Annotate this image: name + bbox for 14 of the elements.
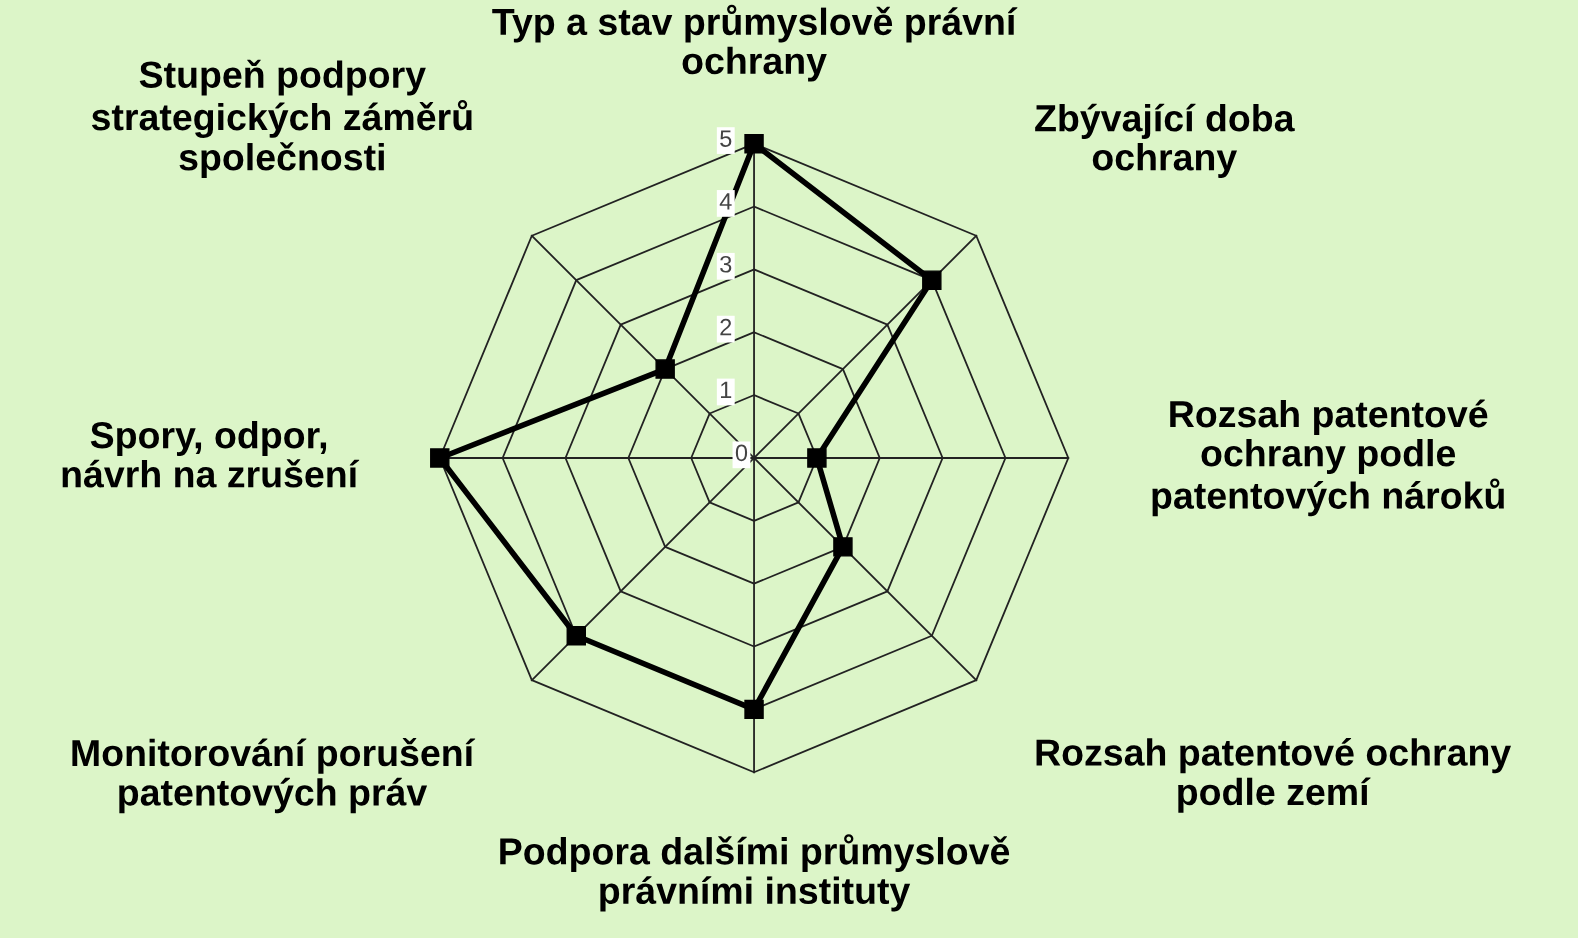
spoke-label: Rozsah patentové ochrany podle zemí xyxy=(1036,737,1512,813)
y-tick-label: 5 xyxy=(720,130,732,147)
y-tick-label: 3 xyxy=(720,255,732,273)
spoke-label: Podpora dalšími průmyslově právními instituty xyxy=(500,834,1010,912)
y-tick-label: 4 xyxy=(719,193,732,210)
y-tick-label: 1 xyxy=(721,381,732,399)
y-tick-label: 2 xyxy=(720,318,732,336)
spoke-label: Zbývající doba ochrany xyxy=(1035,103,1295,178)
y-tick-label: 0 xyxy=(735,444,748,462)
spoke-label: Typ a stav průmyslově právní ochrany xyxy=(492,4,1018,82)
spoke-label: Monitorování porušení patentových práv xyxy=(72,737,476,814)
spoke-label: Stupeň podpory strategických záměrů společnosti xyxy=(91,59,472,178)
spoke-label: Spory, odpor, návrh na zrušení xyxy=(62,420,360,488)
spoke-label: Rozsah patentové ochrany podle patentových nároků xyxy=(1152,399,1504,517)
